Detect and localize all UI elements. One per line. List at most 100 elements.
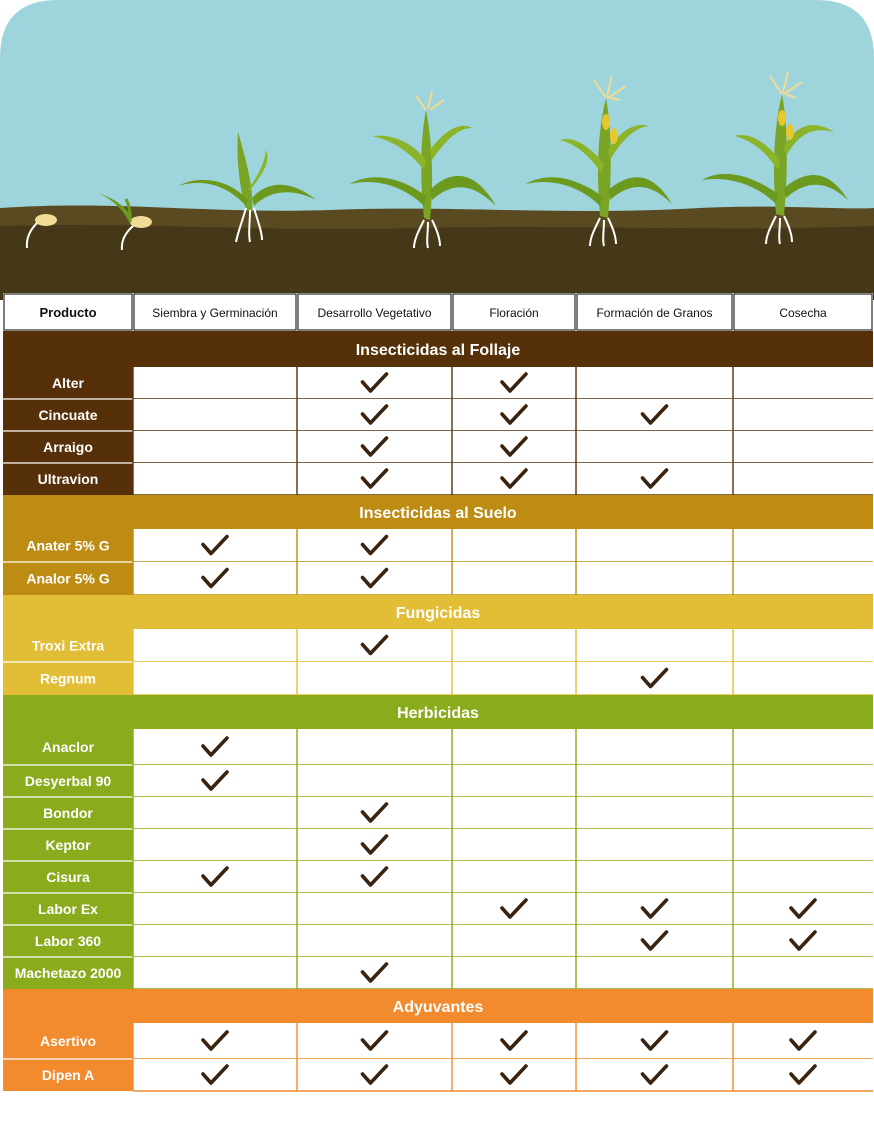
column-header-stage: Siembra y Germinación	[152, 306, 277, 320]
product-name: Labor 360	[35, 933, 101, 949]
section-adyuvantes: Adyuvantes Asertivo Dipen A	[3, 989, 873, 1092]
growth-stages-illustration	[0, 0, 874, 300]
stage-cell	[733, 1059, 873, 1091]
check-icon	[640, 468, 669, 489]
stage-cell	[297, 1059, 452, 1091]
product-cell	[3, 893, 133, 925]
check-icon	[360, 567, 389, 589]
section-title: Insecticidas al Suelo	[359, 505, 517, 522]
section-fungicidas: Fungicidas Troxi Extra Regnum	[3, 595, 873, 696]
section-insecticidas-al-follaje: Insecticidas al Follaje Alter Cincuate Arra…	[3, 331, 873, 496]
stage-cell	[133, 367, 297, 399]
stage-cell	[576, 1059, 733, 1091]
stage-cell	[452, 629, 576, 662]
check-icon	[360, 802, 389, 823]
stage-cell	[133, 797, 297, 829]
product-cell	[3, 765, 133, 797]
check-icon	[201, 1030, 229, 1051]
stage-cell	[297, 562, 452, 595]
stage-cell	[733, 957, 873, 989]
stage-cell	[733, 797, 873, 829]
sprout-icon	[98, 193, 152, 251]
column-header-stage: Desarrollo Vegetativo	[317, 306, 431, 320]
product-cell	[3, 1059, 133, 1091]
check-icon	[500, 1030, 528, 1051]
stage-cell	[452, 829, 576, 861]
stage-cell	[576, 729, 733, 765]
stage-cell	[133, 925, 297, 957]
product-cell	[3, 399, 133, 431]
stage-cell	[576, 431, 733, 463]
check-icon	[789, 898, 817, 919]
check-icon	[360, 534, 389, 556]
check-icon	[789, 1064, 817, 1085]
product-cell	[3, 431, 133, 463]
stage-cell	[576, 662, 733, 695]
check-icon	[500, 372, 528, 393]
check-icon	[360, 834, 389, 855]
stage-cell	[576, 399, 733, 431]
stage-cell	[733, 399, 873, 431]
stage-cell	[133, 662, 297, 695]
check-icon	[360, 372, 389, 393]
stage-cell	[297, 797, 452, 829]
stage-cell	[733, 463, 873, 495]
check-icon	[201, 866, 229, 887]
check-icon	[500, 1064, 528, 1085]
product-name: Labor Ex	[38, 901, 98, 917]
product-name: Arraigo	[43, 439, 93, 455]
product-name: Regnum	[40, 671, 96, 687]
stage-cell	[133, 765, 297, 797]
product-cell	[3, 662, 133, 695]
stage-cell	[297, 861, 452, 893]
product-name: Anater 5% G	[26, 538, 109, 554]
stage-cell	[452, 1059, 576, 1091]
check-icon	[201, 770, 229, 791]
table-row: Bondor	[3, 796, 873, 830]
product-name: Ultravion	[38, 471, 99, 487]
product-name: Machetazo 2000	[15, 965, 122, 981]
stage-cell	[733, 1023, 873, 1059]
product-name: Keptor	[45, 837, 91, 853]
stage-cell	[733, 729, 873, 765]
section-title: Insecticidas al Follaje	[356, 342, 521, 359]
stage-cell	[733, 562, 873, 595]
stage-cell	[733, 925, 873, 957]
stage-cell	[576, 861, 733, 893]
stage-cell	[297, 1023, 452, 1059]
stage-cell	[297, 729, 452, 765]
product-name: Cincuate	[38, 407, 97, 423]
check-icon	[360, 1064, 389, 1085]
flowering-plant-icon	[526, 75, 672, 247]
stage-cell	[133, 729, 297, 765]
stage-cell	[452, 662, 576, 695]
product-cell	[3, 463, 133, 495]
column-header-stage: Formación de Granos	[596, 306, 712, 320]
check-icon	[500, 436, 528, 457]
product-cell	[3, 861, 133, 893]
table-row: Ultravion	[3, 462, 873, 496]
stage-cell	[576, 529, 733, 562]
section-title: Herbicidas	[397, 705, 479, 722]
stage-cell	[297, 399, 452, 431]
product-cell	[3, 1023, 133, 1059]
stage-cell	[297, 463, 452, 495]
check-icon	[500, 404, 528, 425]
table-row: Cincuate	[3, 398, 873, 432]
check-icon	[360, 634, 389, 656]
product-cell	[3, 957, 133, 989]
stage-cell	[733, 431, 873, 463]
stage-cell	[576, 925, 733, 957]
stage-cell	[297, 431, 452, 463]
stage-cell	[733, 861, 873, 893]
stage-cell	[576, 893, 733, 925]
stage-cell	[576, 765, 733, 797]
check-icon	[500, 898, 528, 919]
vegetative-plant-icon	[350, 91, 496, 249]
stage-cell	[733, 829, 873, 861]
stage-cell	[133, 829, 297, 861]
product-name: Anaclor	[42, 739, 95, 755]
check-icon	[360, 866, 389, 887]
stage-cell	[452, 529, 576, 562]
